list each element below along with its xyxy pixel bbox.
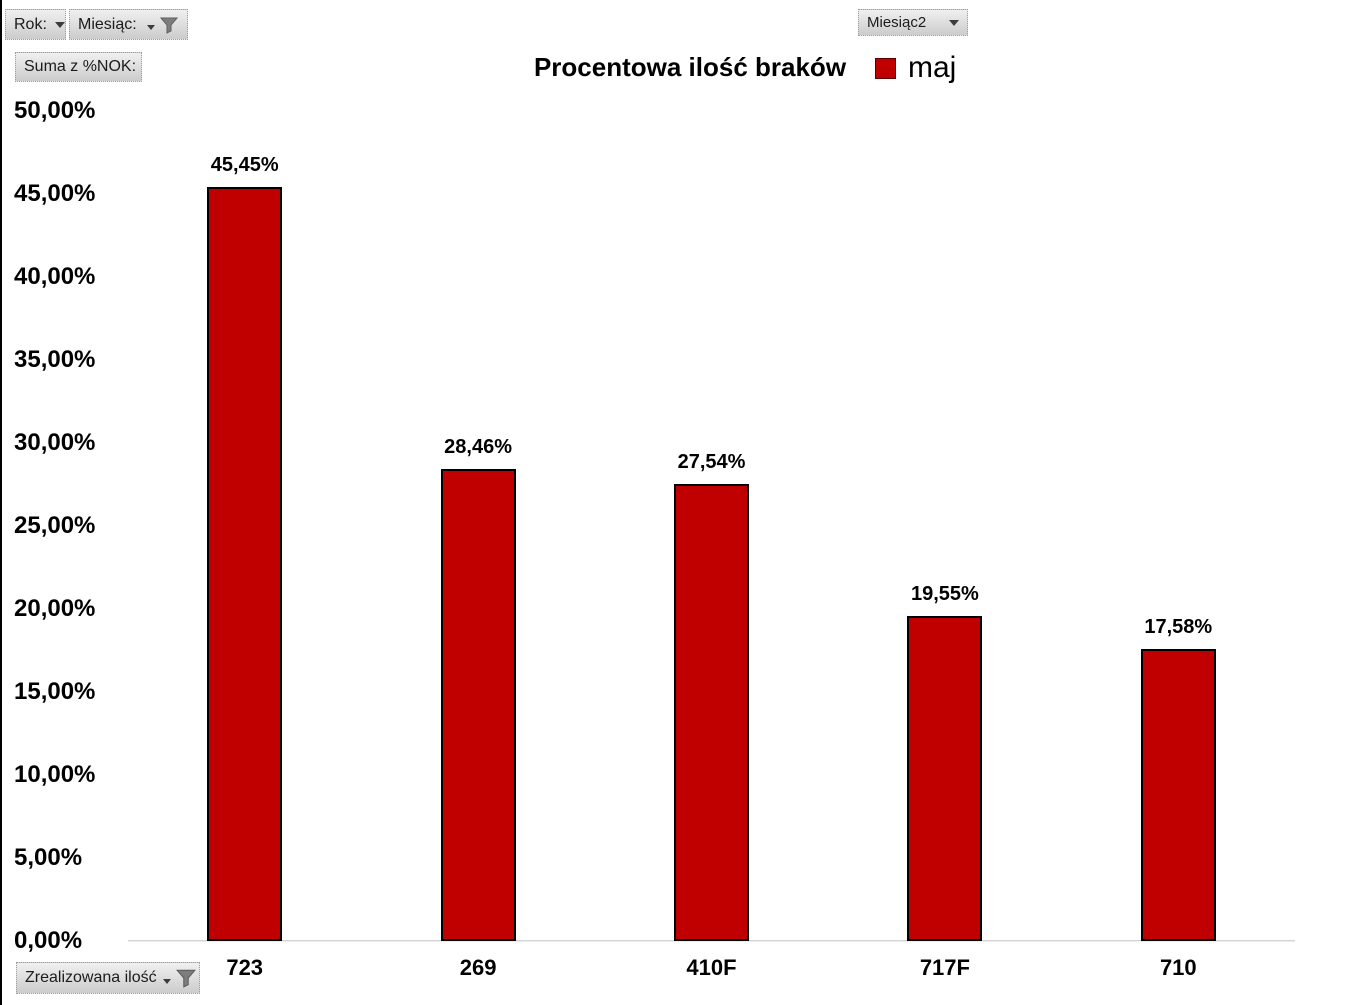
bar-value-label: 27,54% — [677, 450, 746, 473]
chart-legend[interactable]: maj — [875, 50, 956, 86]
bar-410F[interactable] — [674, 483, 749, 941]
x-axis-category-label: 710 — [1159, 955, 1197, 980]
y-axis-tick-label: 30,00% — [14, 429, 96, 456]
x-axis-category-label: 723 — [226, 955, 264, 980]
legend-color-swatch — [875, 57, 896, 79]
y-axis-tick-label: 40,00% — [14, 263, 96, 290]
pivot-field-button-rok-label: Rok: — [14, 15, 47, 33]
bar-value-label: 17,58% — [1144, 616, 1213, 639]
pivot-field-button-suma-nok[interactable]: Suma z %NOK: — [15, 52, 142, 82]
bar-269[interactable] — [440, 468, 516, 941]
pivot-field-button-zrealizowana-label: Zrealizowana ilość — [25, 969, 157, 986]
y-axis-tick-label: 25,00% — [14, 512, 96, 539]
legend-series-label: maj — [908, 51, 957, 84]
filter-funnel-icon — [175, 969, 196, 988]
filter-funnel-icon — [159, 17, 179, 34]
dropdown-caret-icon — [54, 21, 65, 28]
pivot-field-button-miesiac[interactable]: Miesiąc: — [69, 9, 188, 40]
y-axis-tick-label: 5,00% — [14, 844, 83, 871]
x-axis-category-label: 410F — [686, 955, 737, 980]
pivot-field-button-miesiac2-label: Miesiąc2 — [867, 14, 927, 31]
pivot-field-button-rok[interactable]: Rok: — [5, 9, 66, 40]
bar-value-label: 45,45% — [210, 153, 279, 176]
x-axis-category-label: 269 — [459, 955, 497, 980]
y-axis-tick-label: 50,00% — [14, 97, 96, 124]
bar-723[interactable] — [207, 186, 283, 941]
pivot-field-button-suma-nok-label: Suma z %NOK: — [24, 58, 137, 75]
x-axis-line — [128, 940, 1295, 942]
chart-title: Procentowa ilość braków — [533, 52, 847, 82]
pivot-field-button-miesiac-label: Miesiąc: — [78, 15, 137, 33]
dropdown-caret-icon — [147, 25, 155, 30]
bar-value-label: 19,55% — [910, 583, 979, 606]
dropdown-caret-icon — [162, 978, 171, 984]
y-axis-tick-label: 10,00% — [14, 761, 96, 788]
window-left-border — [0, 0, 2, 1005]
x-axis-category-label: 717F — [919, 955, 970, 980]
dropdown-caret-icon — [949, 19, 959, 26]
y-axis-tick-label: 45,00% — [14, 180, 96, 207]
bar-710[interactable] — [1140, 649, 1216, 941]
y-axis-tick-label: 20,00% — [14, 595, 96, 622]
pivot-field-button-miesiac2[interactable]: Miesiąc2 — [858, 9, 968, 36]
y-axis-tick-label: 15,00% — [14, 678, 96, 705]
y-axis-tick-label: 35,00% — [14, 346, 96, 373]
y-axis-tick-label: 0,00% — [14, 927, 83, 954]
bar-717F[interactable] — [907, 616, 983, 941]
pivot-field-button-zrealizowana[interactable]: Zrealizowana ilość — [16, 962, 200, 994]
bar-value-label: 28,46% — [444, 435, 513, 458]
